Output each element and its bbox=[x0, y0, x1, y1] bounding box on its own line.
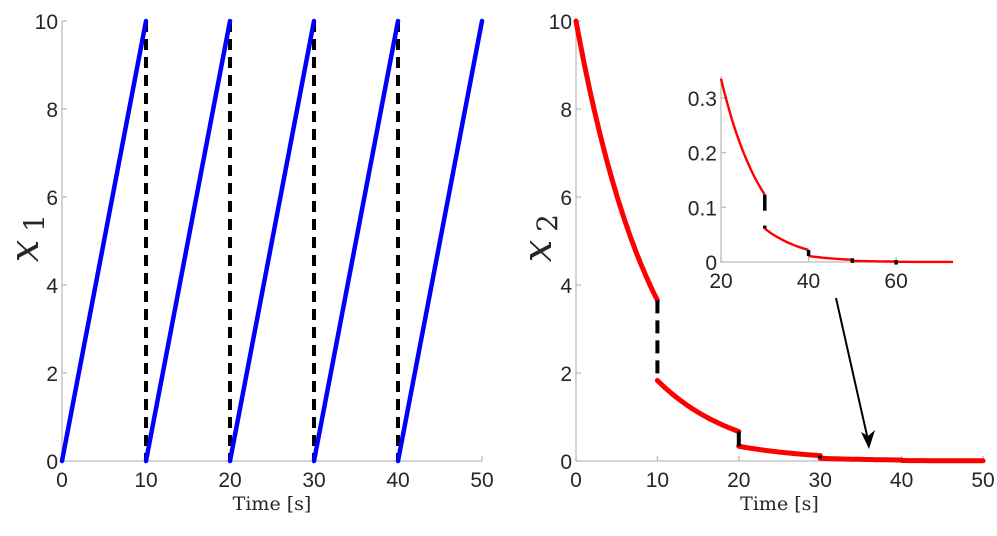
y-tick-label: 0 bbox=[705, 252, 717, 275]
x-tick-label: 50 bbox=[470, 469, 493, 492]
x-tick-label: 40 bbox=[797, 270, 820, 293]
svg-text:x: x bbox=[2, 240, 48, 263]
x-tick-label: 30 bbox=[809, 469, 832, 492]
x-axis-label: Time [s] bbox=[740, 493, 819, 515]
y-tick-label: 4 bbox=[560, 275, 572, 298]
x2-decay-curve bbox=[817, 455, 905, 463]
y-tick-label: 0 bbox=[46, 451, 58, 474]
y-tick-label: 0.2 bbox=[688, 143, 717, 166]
y-tick-label: 8 bbox=[46, 99, 58, 122]
x-tick-label: 0 bbox=[56, 469, 68, 492]
arrow-shaft bbox=[835, 297, 869, 441]
x1-ramp-line bbox=[143, 18, 233, 464]
svg-text:1: 1 bbox=[18, 214, 51, 232]
x2-decay-curve bbox=[573, 18, 660, 303]
y-tick-label: 0 bbox=[560, 451, 572, 474]
axis-lines bbox=[720, 76, 953, 263]
y-tick-label: 2 bbox=[560, 363, 572, 386]
x-tick-label: 0 bbox=[570, 469, 582, 492]
svg-text:2: 2 bbox=[531, 214, 564, 232]
x-tick-label: 20 bbox=[218, 469, 241, 492]
inset-chart-x2-zoom: 0 0.1 0.2 0.3 20 40 60 bbox=[688, 76, 953, 293]
x-tick-label: 40 bbox=[386, 469, 409, 492]
y-tick-label: 2 bbox=[46, 363, 58, 386]
y-tick-label: 4 bbox=[46, 275, 58, 298]
x-tick-label: 20 bbox=[727, 469, 750, 492]
x1-ramp-line bbox=[227, 18, 317, 464]
x-tick-label: 40 bbox=[890, 469, 913, 492]
y-tick-label: 10 bbox=[549, 11, 572, 34]
x-tick-label: 30 bbox=[302, 469, 325, 492]
svg-text:x: x bbox=[515, 240, 561, 263]
x-tick-label: 10 bbox=[134, 469, 157, 492]
x1-ramp-line bbox=[311, 18, 401, 464]
annotation-arrow bbox=[835, 297, 875, 449]
x1-ramp-line bbox=[59, 18, 149, 464]
x2-zoom-curve bbox=[808, 254, 853, 261]
y-axis-label: x1 bbox=[2, 214, 51, 262]
x2-zoom-curve bbox=[852, 259, 897, 263]
y-tick-label: 0.3 bbox=[688, 88, 717, 111]
y-axis-label: x2 bbox=[515, 214, 564, 262]
y-tick-label: 6 bbox=[560, 187, 572, 210]
x-axis-label: Time [s] bbox=[233, 493, 312, 515]
y-tick-label: 0.1 bbox=[688, 197, 717, 220]
arrow-head-icon bbox=[861, 430, 875, 449]
y-tick-label: 8 bbox=[560, 99, 572, 122]
x2-decay-curve bbox=[736, 443, 823, 459]
x-tick-label: 60 bbox=[884, 270, 907, 293]
axis-lines bbox=[575, 21, 983, 462]
x2-decay-curve bbox=[654, 378, 742, 434]
x-tick-label: 50 bbox=[971, 469, 994, 492]
x2-zoom-curve bbox=[719, 78, 766, 196]
x1-ramp-line bbox=[395, 18, 485, 464]
x-tick-label: 10 bbox=[646, 469, 669, 492]
x-tick-label: 20 bbox=[709, 270, 732, 293]
x2-zoom-curve bbox=[764, 227, 809, 252]
y-tick-label: 10 bbox=[35, 11, 58, 34]
y-tick-label: 6 bbox=[46, 187, 58, 210]
